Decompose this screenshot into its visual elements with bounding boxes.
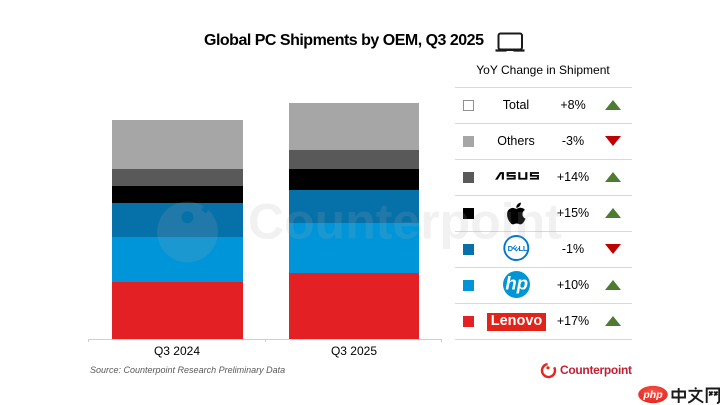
svg-text:php: php xyxy=(642,389,663,401)
svg-text:Counterpoint: Counterpoint xyxy=(248,193,562,249)
svg-text:hp: hp xyxy=(505,273,528,294)
svg-text:E: E xyxy=(511,244,521,254)
svg-text:LL: LL xyxy=(519,244,528,253)
svg-text:D: D xyxy=(508,244,514,253)
